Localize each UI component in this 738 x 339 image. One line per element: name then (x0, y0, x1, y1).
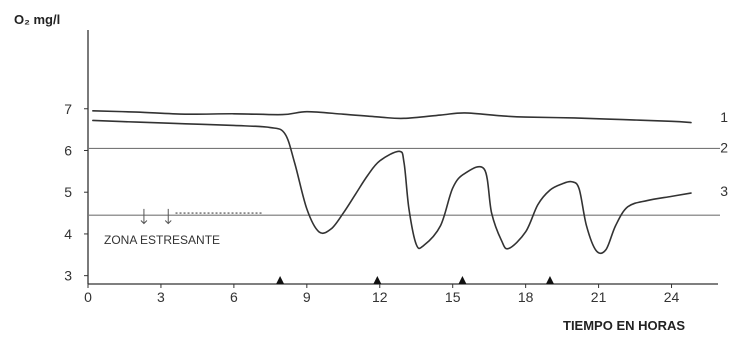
event-marker-3 (458, 276, 467, 284)
x-tick-label-15: 15 (445, 289, 461, 305)
y-tick-label-3: 3 (64, 268, 72, 284)
zone-arrow-1 (140, 208, 148, 225)
x-tick-label-21: 21 (591, 289, 607, 305)
event-marker-1 (276, 276, 285, 284)
y-tick-label-4: 4 (64, 226, 72, 242)
marker-group (276, 276, 554, 284)
event-marker-4 (545, 276, 554, 284)
x-tick-label-3: 3 (157, 289, 165, 305)
zone-label: ZONA ESTRESANTE (104, 233, 220, 247)
x-axis-title: TIEMPO EN HORAS (563, 318, 685, 333)
y-tick-label-5: 5 (64, 184, 72, 200)
reference-lines (88, 147, 720, 216)
event-marker-2 (373, 276, 382, 284)
x-tick-label-18: 18 (518, 289, 534, 305)
x-tick-label-6: 6 (230, 289, 238, 305)
series-label-3: 3 (720, 183, 728, 199)
zone-group (140, 208, 172, 225)
reference-line-label-2: 2 (720, 139, 728, 155)
axes-group (87, 30, 718, 285)
series-group (92, 110, 692, 255)
zone-arrow-head-2 (164, 220, 172, 225)
zone-arrow-head-1 (140, 220, 148, 225)
series-label-1: 1 (720, 109, 728, 125)
y-tick-label-6: 6 (64, 142, 72, 158)
series-line-1 (92, 110, 692, 124)
x-tick-label-24: 24 (664, 289, 680, 305)
x-tick-label-0: 0 (84, 289, 92, 305)
x-tick-label-12: 12 (372, 289, 388, 305)
series-label-group: 1 3 2 (720, 109, 728, 199)
y-tick-label-7: 7 (64, 101, 72, 117)
series-line-3 (92, 119, 692, 255)
y-axis-title: O₂ mg/l (14, 12, 60, 27)
x-tick-label-9: 9 (303, 289, 311, 305)
zone-arrow-2 (164, 208, 172, 225)
